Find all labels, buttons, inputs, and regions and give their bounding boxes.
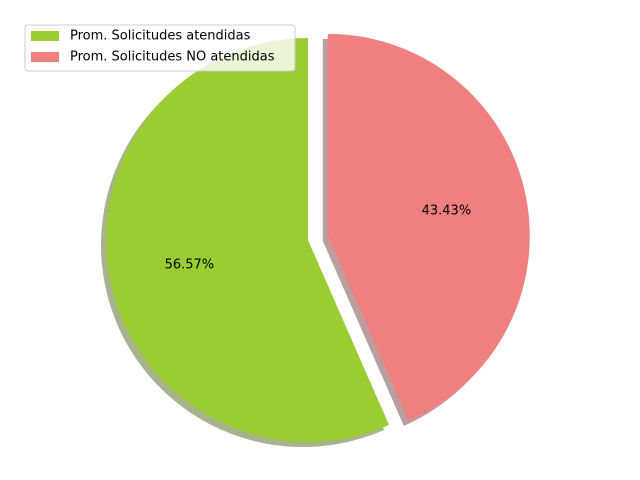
pie-slice-0 <box>106 38 390 442</box>
legend-swatch-0 <box>31 31 59 41</box>
legend-frame <box>24 24 296 72</box>
legend-label-1: Prom. Solicitudes NO atendidas <box>70 50 275 65</box>
pie-slices <box>106 33 530 442</box>
pie-slice-1 <box>327 33 530 421</box>
pie-slice-label-0: 56.57% <box>165 257 215 272</box>
legend: Prom. Solicitudes atendidas Prom. Solicit… <box>24 24 296 72</box>
pie-slice-label-1: 43.43% <box>422 204 472 219</box>
legend-swatch-1 <box>31 52 59 62</box>
legend-label-0: Prom. Solicitudes atendidas <box>70 29 251 44</box>
pie-labels: 56.57% 43.43% <box>165 204 472 273</box>
